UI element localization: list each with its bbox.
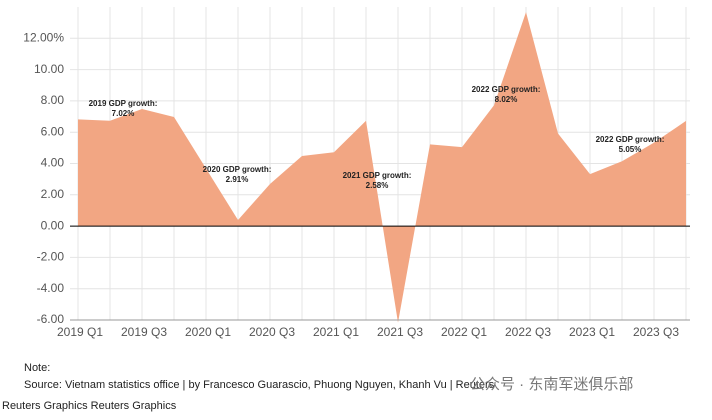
y-tick-label: 6.00 <box>41 124 65 138</box>
credit: Reuters Graphics Reuters Graphics <box>2 400 177 412</box>
y-tick-label: -4.00 <box>37 281 65 295</box>
y-tick-label: 2.00 <box>41 187 65 201</box>
annotation-title: 2020 GDP growth: <box>203 165 272 174</box>
annotation-title: 2021 GDP growth: <box>343 171 412 180</box>
annotation-value: 2.58% <box>366 181 389 190</box>
y-tick-label: 10.00 <box>34 62 64 76</box>
x-tick-label: 2019 Q3 <box>121 325 167 339</box>
annotation-value: 7.02% <box>112 109 135 118</box>
area <box>78 12 686 323</box>
x-tick-label: 2021 Q1 <box>313 325 359 339</box>
x-tick-label: 2020 Q1 <box>185 325 231 339</box>
x-tick-label: 2021 Q3 <box>377 325 423 339</box>
annotation-value: 8.02% <box>495 95 518 104</box>
annotation-title: 2019 GDP growth: <box>89 99 158 108</box>
y-tick-label: -6.00 <box>37 312 65 326</box>
x-tick-label: 2023 Q3 <box>633 325 679 339</box>
note: Note: <box>24 362 50 374</box>
annotation-title: 2022 GDP growth: <box>596 135 665 144</box>
annotation-value: 5.05% <box>619 145 642 154</box>
annotation-title: 2022 GDP growth: <box>472 85 541 94</box>
watermark: 公众号 · 东南军迷俱乐部 <box>470 376 633 393</box>
x-tick-label: 2020 Q3 <box>249 325 295 339</box>
y-tick-label: 4.00 <box>41 156 65 170</box>
x-tick-label: 2022 Q3 <box>505 325 551 339</box>
y-tick-label: 8.00 <box>41 93 65 107</box>
y-tick-label: 0.00 <box>41 218 65 232</box>
x-tick-label: 2022 Q1 <box>441 325 487 339</box>
annotation-value: 2.91% <box>226 175 249 184</box>
y-tick-label: -2.00 <box>37 250 65 264</box>
y-tick-label: 12.00% <box>23 30 64 44</box>
x-tick-label: 2023 Q1 <box>569 325 615 339</box>
source: Source: Vietnam statistics office | by F… <box>24 379 495 391</box>
x-tick-label: 2019 Q1 <box>57 325 103 339</box>
